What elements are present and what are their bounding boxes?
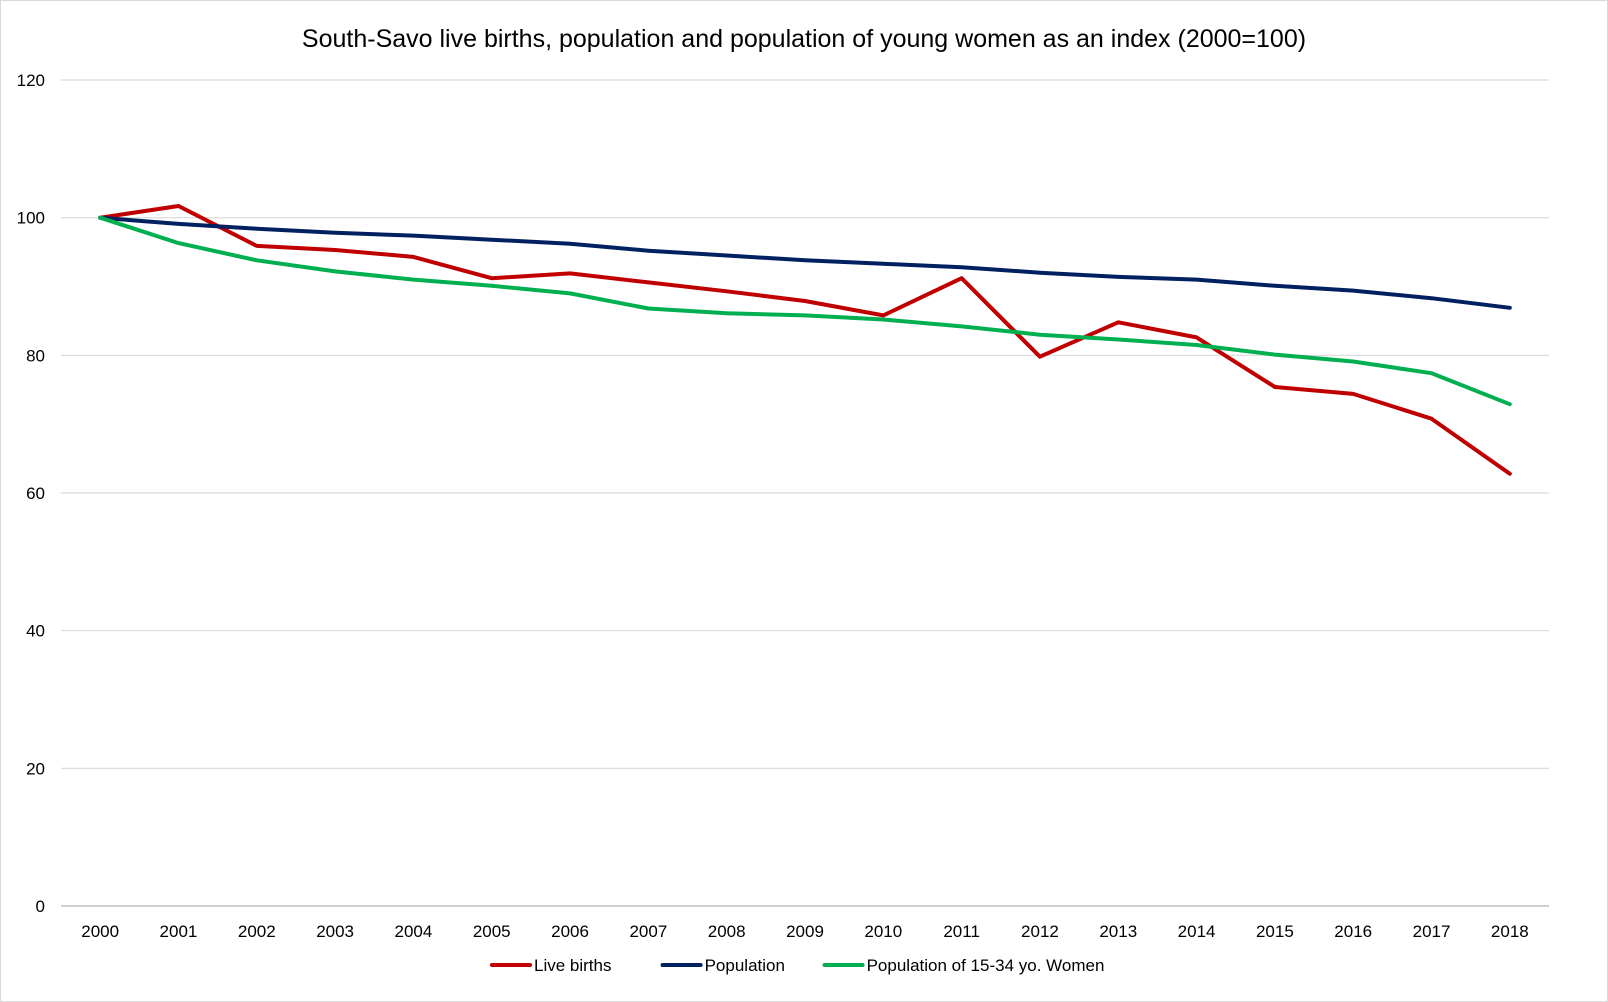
chart-title: South-Savo live births, population and p…	[302, 25, 1306, 53]
series-line-population-of-15-34-yo-women	[98, 215, 1512, 407]
x-tick-label: 2000	[81, 922, 119, 941]
legend-item-population-of-15-34-yo-women: Population of 15-34 yo. Women	[822, 956, 1105, 975]
legend-label: Population of 15-34 yo. Women	[867, 956, 1105, 975]
x-tick-label: 2011	[943, 922, 980, 941]
series-lines	[98, 204, 1512, 476]
x-tick-label: 2012	[1021, 922, 1059, 941]
y-tick-label: 40	[26, 622, 45, 641]
legend: Live births Population Population of 15-34…	[490, 956, 1105, 975]
x-tick-label: 2014	[1178, 922, 1216, 941]
x-tick-label: 2005	[473, 922, 511, 941]
legend-label: Live births	[534, 956, 611, 975]
y-tick-label: 20	[26, 759, 45, 778]
y-tick-label: 0	[36, 897, 45, 916]
x-tick-label: 2001	[160, 922, 198, 941]
x-tick-label: 2018	[1491, 922, 1529, 941]
y-tick-label: 60	[26, 484, 45, 503]
x-tick-label: 2006	[551, 922, 589, 941]
x-tick-label: 2016	[1334, 922, 1372, 941]
y-tick-label: 80	[26, 346, 45, 365]
y-tick-label: 100	[17, 209, 45, 228]
series-line-live-births	[98, 204, 1512, 476]
y-axis-ticks: 0 20 40 60 80 100 120	[17, 71, 45, 916]
y-tick-label: 120	[17, 71, 45, 90]
x-tick-label: 2004	[395, 922, 433, 941]
legend-item-population: Population	[660, 956, 785, 975]
legend-item-live-births: Live births	[490, 956, 611, 975]
x-tick-label: 2009	[786, 922, 824, 941]
x-tick-label: 2010	[864, 922, 902, 941]
legend-label: Population	[705, 956, 785, 975]
x-axis-ticks: 2000 2001 2002 2003 2004 2005 2006 2007 2008 2009…	[81, 922, 1529, 941]
x-tick-label: 2003	[316, 922, 354, 941]
x-tick-label: 2013	[1099, 922, 1137, 941]
x-tick-label: 2007	[629, 922, 667, 941]
x-tick-label: 2017	[1413, 922, 1451, 941]
x-tick-label: 2015	[1256, 922, 1294, 941]
series-line-population	[98, 215, 1512, 310]
x-tick-label: 2008	[708, 922, 746, 941]
x-tick-label: 2002	[238, 922, 276, 941]
gridlines	[61, 79, 1549, 907]
